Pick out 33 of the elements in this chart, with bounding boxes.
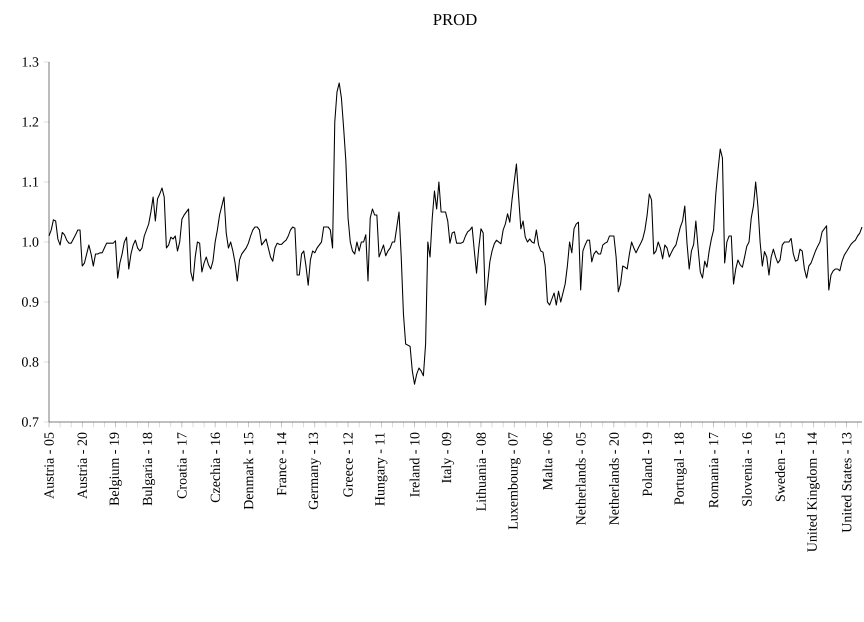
x-tick-label: Romania - 17 bbox=[708, 432, 718, 508]
y-tick-label: 0.9 bbox=[22, 297, 38, 307]
x-tick-label: Slovenia - 16 bbox=[742, 432, 752, 506]
x-tick-label: Belgium - 19 bbox=[109, 432, 122, 506]
x-tick-label: Greece - 12 bbox=[343, 432, 353, 497]
x-tick-label: France - 14 bbox=[276, 432, 286, 496]
y-tick-label: 1.2 bbox=[22, 117, 38, 127]
x-tick-label: United States - 13 bbox=[842, 432, 852, 532]
x-tick-label: Czechia - 16 bbox=[210, 432, 220, 502]
x-tick-label: Sweden - 15 bbox=[775, 432, 785, 502]
y-tick-label: 1.1 bbox=[22, 177, 38, 187]
x-tick-label: Ireland - 10 bbox=[410, 432, 420, 497]
y-tick-label: 0.7 bbox=[22, 417, 39, 427]
x-tick-label: Germany - 13 bbox=[308, 432, 321, 510]
y-tick-label: 0.8 bbox=[22, 357, 38, 367]
x-tick-label: Austria - 20 bbox=[78, 432, 87, 499]
x-tick-label: Netherlands - 20 bbox=[608, 432, 619, 525]
x-tick-label: Malta - 06 bbox=[542, 432, 552, 490]
x-tick-label: Denmark - 15 bbox=[243, 432, 254, 510]
chart-title: PROD bbox=[433, 14, 477, 26]
x-tick-label: Croatia - 17 bbox=[177, 432, 187, 498]
y-tick-label: 1.3 bbox=[22, 57, 38, 67]
x-tick-label: Italy - 09 bbox=[441, 432, 454, 483]
y-tick-label: 1.0 bbox=[22, 237, 38, 247]
x-tick-label: Portugal - 18 bbox=[674, 432, 687, 505]
x-tick-label: Austria - 05 bbox=[44, 432, 54, 499]
x-tick-label: Poland - 19 bbox=[642, 432, 652, 496]
x-tick-label: Netherlands - 05 bbox=[576, 432, 586, 525]
x-tick-label: Luxembourg - 07 bbox=[508, 432, 521, 530]
x-tick-label: Hungary - 11 bbox=[375, 432, 388, 506]
x-tick-label: Bulgaria - 18 bbox=[142, 432, 156, 506]
x-tick-label: United Kingdom - 14 bbox=[806, 432, 820, 552]
x-tick-label: Lithuania - 08 bbox=[476, 432, 486, 511]
